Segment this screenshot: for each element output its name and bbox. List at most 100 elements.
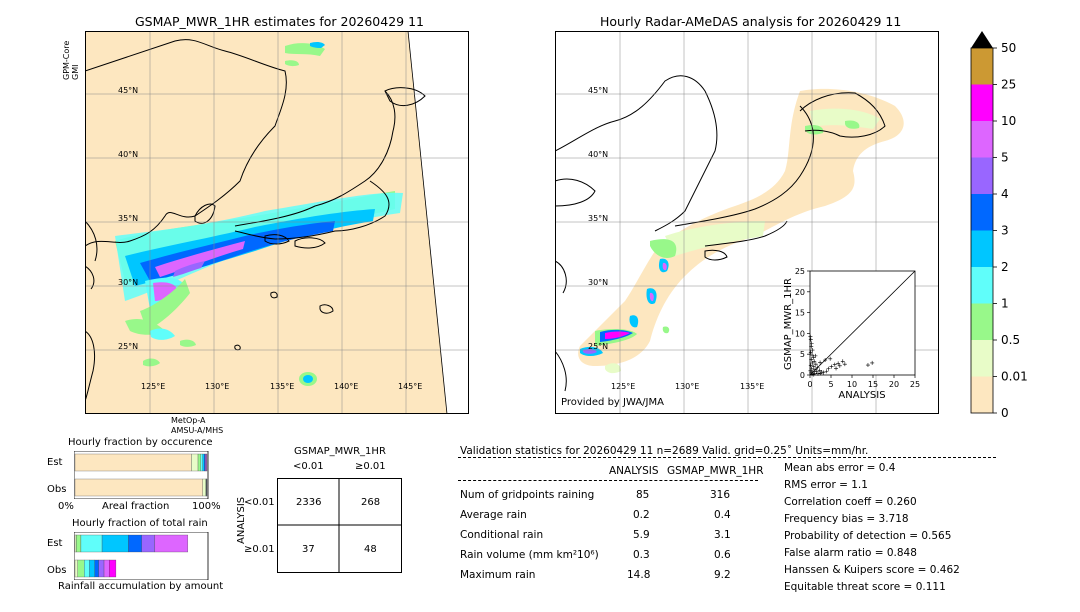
right-lat-label: 35°N [588,214,609,223]
contingency-col-header: ≥0.01 [355,461,386,472]
scatter-point [811,364,816,369]
scatter-point [812,359,817,364]
scatter-ytick-label: 15 [795,309,805,318]
total-rain-title: Hourly fraction of total rain [72,518,208,529]
right-map-coastlines [555,75,886,392]
scatter-xtick-label: 20 [889,380,899,389]
colorbar-extend-arrow [971,31,993,48]
validation-row-label: Conditional rain [460,529,544,541]
contingency-grid [277,478,402,573]
scatter-point [818,360,823,365]
validation-row-label: Maximum rain [460,569,536,581]
right-lat-label: 25°N [588,342,609,351]
scatter-ytick-label: 20 [795,288,805,297]
fraction-segment [77,559,85,578]
left-map [85,31,469,414]
contingency-col-header: <0.01 [293,461,324,472]
fraction-segment [76,534,82,553]
occurrence-axis-max: 100% [192,501,221,512]
left-map-coastlines [85,39,426,402]
scatter-inset: 0 5 10 15 20 25 0 5 10 15 20 25 ANALYSIS GSMAP_MWR… [783,267,920,401]
score-line: Mean abs error = 0.4 [784,462,896,474]
right-lon-label: 125°E [611,382,636,391]
scatter-xtick-label: 15 [868,380,878,389]
colorbar-block [971,48,993,85]
fraction-segment [101,534,129,553]
contingency-cell: 2336 [296,497,322,508]
scatter-point [823,358,828,363]
validation-col-analysis: ANALYSIS [609,465,659,477]
fraction-segment [154,534,189,553]
right-lat-label: 40°N [588,150,609,159]
contingency-cell: 37 [302,544,315,555]
scatter-point [810,369,815,374]
scatter-point [817,368,822,373]
left-lon-label: 135°E [270,382,295,391]
validation-row-label: Rain volume (mm km²10⁶) [460,549,599,561]
validation-row-gsmap: 0.4 [714,509,731,521]
fraction-segment [202,453,205,472]
validation-row-analysis: 0.3 [633,549,650,561]
scatter-point [834,366,839,371]
score-line: Frequency bias = 3.718 [784,513,909,525]
scatter-point [824,369,829,374]
fraction-segment [98,559,105,578]
fraction-segment [94,559,99,578]
scatter-ytick-label: 5 [800,350,805,359]
colorbar-block [971,230,993,267]
scatter-xtick-label: 25 [910,380,920,389]
colorbar-tick-label: 5 [1001,151,1009,165]
scatter-point [865,363,870,368]
validation-row-analysis: 85 [636,489,650,501]
fraction-segment [84,559,90,578]
scatter-point [832,362,837,367]
left-lat-label: 35°N [118,214,139,223]
validation-row-analysis: 5.9 [633,529,650,541]
validation-row-gsmap: 316 [710,489,731,501]
colorbar-tick-label: 0.5 [1001,333,1020,347]
validation-row-label: Average rain [460,509,527,521]
colorbar-tick-label: 3 [1001,224,1009,238]
fraction-segment [202,478,206,497]
scatter-point [828,356,833,361]
scatter-point [813,353,818,358]
validation-header: Validation statistics for 20260429 11 n=… [460,445,869,457]
colorbar-block [971,376,993,413]
colorbar-block [971,84,993,121]
left-lat-label: 30°N [118,278,139,287]
score-line: Probability of detection = 0.565 [784,530,952,542]
occurrence-axis-label: Areal fraction [102,501,170,512]
scatter-point [809,344,814,349]
contingency-row-header: <0.01 [244,497,275,508]
scatter-point [808,363,813,368]
validation-row-analysis: 0.2 [633,509,650,521]
fraction-segment [89,559,95,578]
scatter-point [809,357,814,362]
occurrence-row-est: Est [47,457,63,468]
colorbar-block [971,340,993,377]
right-lat-label: 30°N [588,278,609,287]
validation-row-gsmap: 9.2 [714,569,731,581]
left-lon-label: 140°E [334,382,359,391]
scatter-point [813,362,818,367]
validation-row-gsmap: 3.1 [714,529,731,541]
score-line: Correlation coeff = 0.260 [784,496,917,508]
scatter-point [826,366,831,371]
scatter-point [814,369,819,374]
sensor-label: MetOp-A [171,416,206,425]
scatter-point [837,363,842,368]
scatter-point [840,359,845,364]
fraction-segment [206,453,208,472]
total-rain-footer: Rainfall accumulation by amount [58,581,224,592]
scatter-point [811,372,816,377]
fraction-segment [128,534,142,553]
colorbar-tick-label: 4 [1001,187,1009,201]
left-lon-label: 130°E [205,382,230,391]
fraction-segment [109,559,117,578]
occurrence-axis-min: 0% [58,501,74,512]
validation-row-analysis: 14.8 [627,569,651,581]
sensor-label: GPM-Core [62,40,71,80]
left-lat-label: 40°N [118,150,139,159]
validation-row-gsmap: 0.6 [714,549,731,561]
occurrence-title: Hourly fraction by occurence [68,437,213,448]
